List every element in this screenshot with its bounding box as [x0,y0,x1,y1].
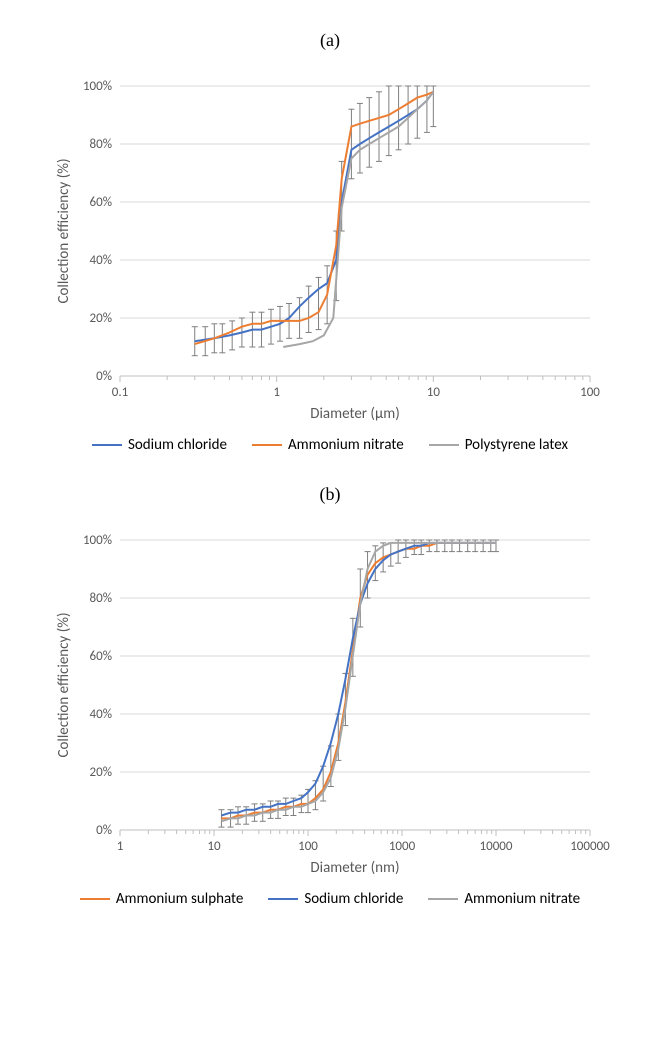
svg-text:1: 1 [117,839,124,854]
legend-swatch [429,444,459,447]
svg-text:1: 1 [273,385,280,400]
svg-text:0%: 0% [96,823,112,838]
svg-text:100%: 100% [83,79,112,94]
legend-label: Sodium chloride [128,436,227,454]
chart-b: 0% 20% 40% 60% 80% 100% 1 10 100 1000 10000 100000 D… [50,520,610,880]
svg-text:Collection efficiency (%): Collection efficiency (%) [55,158,73,303]
svg-text:80%: 80% [90,591,112,606]
svg-text:100%: 100% [83,533,112,548]
panel-a-label: (a) [20,30,640,51]
legend-swatch [80,898,110,901]
legend-swatch [268,898,298,901]
svg-text:60%: 60% [90,649,112,664]
legend-swatch [252,444,282,447]
legend-item: Sodium chloride [268,890,403,908]
svg-text:10: 10 [207,839,221,854]
svg-text:40%: 40% [90,253,112,268]
legend-item: Ammonium sulphate [80,890,243,908]
svg-text:0.1: 0.1 [112,385,128,400]
svg-text:20%: 20% [90,311,112,326]
legend-label: Ammonium sulphate [116,890,243,908]
svg-text:100: 100 [298,839,318,854]
svg-text:80%: 80% [90,137,112,152]
svg-text:40%: 40% [90,707,112,722]
svg-text:100000: 100000 [570,839,610,854]
legend-label: Polystyrene latex [465,436,568,454]
svg-text:100: 100 [580,385,600,400]
panel-b-label: (b) [20,484,640,505]
svg-text:Diameter (µm): Diameter (µm) [310,405,400,423]
legend-item: Polystyrene latex [429,436,568,454]
legend-item: Ammonium nitrate [428,890,580,908]
svg-text:Collection efficiency (%): Collection efficiency (%) [55,612,73,757]
legend-item: Sodium chloride [92,436,227,454]
chart-a: 0% 20% 40% 60% 80% 100% 0.1 1 10 100 Diameter (µm)… [50,66,610,426]
legend-swatch [428,898,458,901]
svg-text:0%: 0% [96,369,112,384]
legend-b: Ammonium sulphate Sodium chloride Ammonium… [20,890,640,908]
legend-label: Ammonium nitrate [464,890,580,908]
svg-text:20%: 20% [90,765,112,780]
legend-item: Ammonium nitrate [252,436,404,454]
svg-text:Diameter (nm): Diameter (nm) [310,859,399,877]
svg-text:10000: 10000 [480,839,513,854]
svg-text:60%: 60% [90,195,112,210]
legend-label: Ammonium nitrate [288,436,404,454]
legend-a: Sodium chloride Ammonium nitrate Polystyre… [20,436,640,454]
legend-swatch [92,444,122,447]
svg-text:1000: 1000 [389,839,416,854]
svg-text:10: 10 [427,385,441,400]
legend-label: Sodium chloride [304,890,403,908]
